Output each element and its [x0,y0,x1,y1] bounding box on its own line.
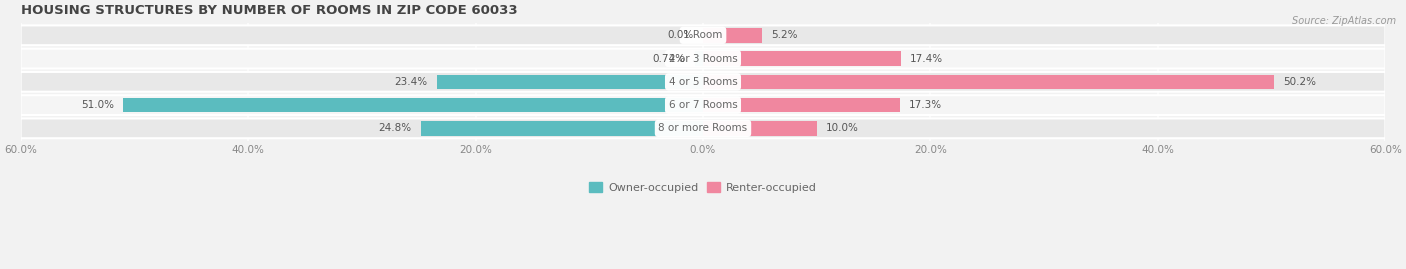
Text: 2 or 3 Rooms: 2 or 3 Rooms [669,54,737,63]
Text: 10.0%: 10.0% [825,123,859,133]
Bar [122,98,703,112]
Text: 4 or 5 Rooms: 4 or 5 Rooms [669,77,737,87]
Bar [437,75,703,89]
Text: 0.0%: 0.0% [668,30,695,40]
Text: 23.4%: 23.4% [395,77,427,87]
FancyBboxPatch shape [21,95,1385,115]
FancyBboxPatch shape [21,49,1385,68]
Legend: Owner-occupied, Renter-occupied: Owner-occupied, Renter-occupied [585,178,821,197]
Text: Source: ZipAtlas.com: Source: ZipAtlas.com [1292,16,1396,26]
Bar [695,51,703,66]
FancyBboxPatch shape [21,25,1385,45]
Bar [703,121,817,136]
FancyBboxPatch shape [21,72,1385,92]
Text: 17.3%: 17.3% [908,100,942,110]
Bar [703,28,762,43]
Bar [703,75,1274,89]
Text: 0.74%: 0.74% [652,54,686,63]
Bar [703,98,900,112]
Text: 24.8%: 24.8% [378,123,412,133]
Text: HOUSING STRUCTURES BY NUMBER OF ROOMS IN ZIP CODE 60033: HOUSING STRUCTURES BY NUMBER OF ROOMS IN… [21,4,517,17]
FancyBboxPatch shape [21,118,1385,138]
Bar [420,121,703,136]
Text: 6 or 7 Rooms: 6 or 7 Rooms [669,100,737,110]
Text: 50.2%: 50.2% [1284,77,1316,87]
Text: 1 Room: 1 Room [683,30,723,40]
Text: 51.0%: 51.0% [82,100,114,110]
Text: 8 or more Rooms: 8 or more Rooms [658,123,748,133]
Text: 17.4%: 17.4% [910,54,943,63]
Text: 5.2%: 5.2% [772,30,797,40]
Bar [703,51,901,66]
